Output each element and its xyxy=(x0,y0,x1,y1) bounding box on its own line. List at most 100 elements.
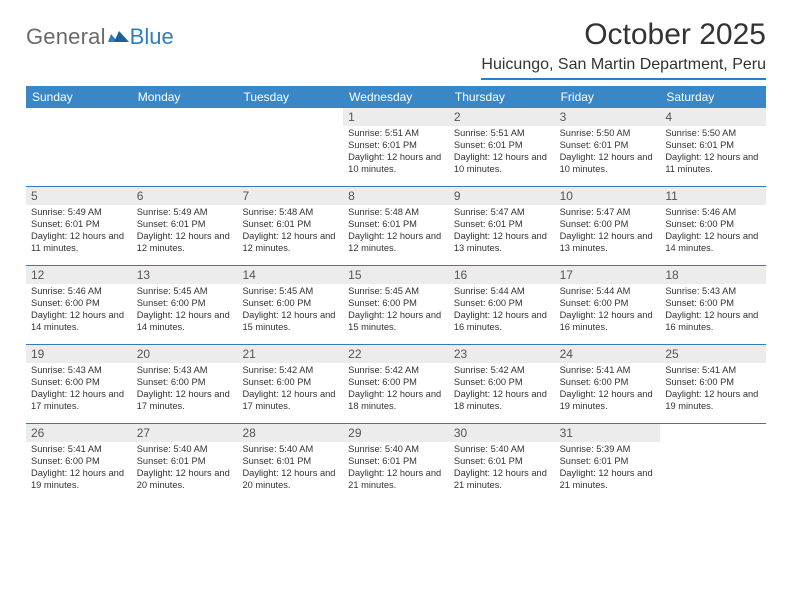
calendar-cell: 11Sunrise: 5:46 AMSunset: 6:00 PMDayligh… xyxy=(660,187,766,265)
calendar-cell: 17Sunrise: 5:44 AMSunset: 6:00 PMDayligh… xyxy=(555,266,661,344)
day-number: 31 xyxy=(555,424,661,442)
calendar-cell: 29Sunrise: 5:40 AMSunset: 6:01 PMDayligh… xyxy=(343,424,449,502)
day-number: 2 xyxy=(449,108,555,126)
calendar-cell: 10 Sunrise: 5:47 AMSunset: 6:00 PMDayligh… xyxy=(555,187,661,265)
sunset-line: Sunset: 6:00 PM xyxy=(454,298,550,310)
sunrise-line: Sunrise: 5:44 AM xyxy=(560,286,656,298)
day-number: 8 xyxy=(343,187,449,205)
day-details: Sunrise: 5:45 AMSunset: 6:00 PMDaylight:… xyxy=(237,286,343,334)
daylight-line: Daylight: 12 hours and 17 minutes. xyxy=(137,389,233,413)
location-text: Huicungo, San Martin Department, Peru xyxy=(481,56,766,80)
day-number: 28 xyxy=(237,424,343,442)
day-details: Sunrise: 5:47 AMSunset: 6:00 PMDaylight:… xyxy=(555,207,661,255)
sunset-line: Sunset: 6:00 PM xyxy=(454,377,550,389)
calendar-cell: 20 Sunrise: 5:43 AMSunset: 6:00 PMDayligh… xyxy=(132,345,238,423)
day-number: 9 xyxy=(449,187,555,205)
day-number: 27 xyxy=(132,424,238,442)
weekday-header-cell: Tuesday xyxy=(237,86,343,108)
sunrise-line: Sunrise: 5:46 AM xyxy=(665,207,761,219)
sunset-line: Sunset: 6:00 PM xyxy=(137,298,233,310)
day-number: 14 xyxy=(237,266,343,284)
sunset-line: Sunset: 6:00 PM xyxy=(665,298,761,310)
sunrise-line: Sunrise: 5:42 AM xyxy=(242,365,338,377)
calendar-cell-empty xyxy=(26,108,132,186)
calendar-cell: 13 Sunrise: 5:45 AMSunset: 6:00 PMDayligh… xyxy=(132,266,238,344)
daylight-line: Daylight: 12 hours and 18 minutes. xyxy=(348,389,444,413)
calendar-cell: 23Sunrise: 5:42 AMSunset: 6:00 PMDayligh… xyxy=(449,345,555,423)
day-details: Sunrise: 5:50 AMSunset: 6:01 PMDaylight:… xyxy=(660,128,766,176)
calendar-week-row: 26Sunrise: 5:41 AMSunset: 6:00 PMDayligh… xyxy=(26,424,766,502)
daylight-line: Daylight: 12 hours and 10 minutes. xyxy=(454,152,550,176)
day-details: Sunrise: 5:41 AMSunset: 6:00 PMDaylight:… xyxy=(555,365,661,413)
calendar-cell-empty xyxy=(660,424,766,502)
sunrise-line: Sunrise: 5:39 AM xyxy=(560,444,656,456)
daylight-line: Daylight: 12 hours and 21 minutes. xyxy=(454,468,550,492)
calendar-cell: 18Sunrise: 5:43 AMSunset: 6:00 PMDayligh… xyxy=(660,266,766,344)
sunrise-line: Sunrise: 5:49 AM xyxy=(137,207,233,219)
sunrise-line: Sunrise: 5:40 AM xyxy=(137,444,233,456)
day-details: Sunrise: 5:44 AMSunset: 6:00 PMDaylight:… xyxy=(555,286,661,334)
day-details: Sunrise: 5:43 AMSunset: 6:00 PMDaylight:… xyxy=(132,365,238,413)
sunset-line: Sunset: 6:00 PM xyxy=(665,377,761,389)
sunrise-line: Sunrise: 5:45 AM xyxy=(348,286,444,298)
day-number: 29 xyxy=(343,424,449,442)
sunset-line: Sunset: 6:01 PM xyxy=(242,456,338,468)
day-details: Sunrise: 5:42 AMSunset: 6:00 PMDaylight:… xyxy=(449,365,555,413)
sunset-line: Sunset: 6:01 PM xyxy=(454,456,550,468)
calendar-week-row: 19Sunrise: 5:43 AMSunset: 6:00 PMDayligh… xyxy=(26,345,766,424)
day-number: 20 xyxy=(132,345,238,363)
daylight-line: Daylight: 12 hours and 21 minutes. xyxy=(560,468,656,492)
sunset-line: Sunset: 6:00 PM xyxy=(137,377,233,389)
day-details: Sunrise: 5:47 AMSunset: 6:01 PMDaylight:… xyxy=(449,207,555,255)
sunset-line: Sunset: 6:01 PM xyxy=(137,456,233,468)
daylight-line: Daylight: 12 hours and 19 minutes. xyxy=(560,389,656,413)
day-details: Sunrise: 5:42 AMSunset: 6:00 PMDaylight:… xyxy=(237,365,343,413)
daylight-line: Daylight: 12 hours and 14 minutes. xyxy=(665,231,761,255)
sunset-line: Sunset: 6:00 PM xyxy=(31,456,127,468)
daylight-line: Daylight: 12 hours and 20 minutes. xyxy=(242,468,338,492)
day-number: 6 xyxy=(132,187,238,205)
sunset-line: Sunset: 6:00 PM xyxy=(31,377,127,389)
sunrise-line: Sunrise: 5:49 AM xyxy=(31,207,127,219)
calendar-cell: 30Sunrise: 5:40 AMSunset: 6:01 PMDayligh… xyxy=(449,424,555,502)
logo-text-general: General xyxy=(26,24,106,50)
day-details: Sunrise: 5:50 AMSunset: 6:01 PMDaylight:… xyxy=(555,128,661,176)
day-number: 13 xyxy=(132,266,238,284)
header: General Blue October 2025 Huicungo, San … xyxy=(26,18,766,80)
calendar-cell: 15Sunrise: 5:45 AMSunset: 6:00 PMDayligh… xyxy=(343,266,449,344)
weekday-header-cell: Monday xyxy=(132,86,238,108)
calendar-cell: 2Sunrise: 5:51 AMSunset: 6:01 PMDaylight… xyxy=(449,108,555,186)
day-number: 11 xyxy=(660,187,766,205)
day-details: Sunrise: 5:44 AMSunset: 6:00 PMDaylight:… xyxy=(449,286,555,334)
day-details: Sunrise: 5:43 AMSunset: 6:00 PMDaylight:… xyxy=(660,286,766,334)
daylight-line: Daylight: 12 hours and 13 minutes. xyxy=(454,231,550,255)
day-details: Sunrise: 5:48 AMSunset: 6:01 PMDaylight:… xyxy=(237,207,343,255)
sunset-line: Sunset: 6:01 PM xyxy=(454,219,550,231)
calendar-cell: 31Sunrise: 5:39 AMSunset: 6:01 PMDayligh… xyxy=(555,424,661,502)
day-number: 16 xyxy=(449,266,555,284)
daylight-line: Daylight: 12 hours and 21 minutes. xyxy=(348,468,444,492)
day-details: Sunrise: 5:45 AMSunset: 6:00 PMDaylight:… xyxy=(132,286,238,334)
daylight-line: Daylight: 12 hours and 15 minutes. xyxy=(348,310,444,334)
calendar-cell: 28Sunrise: 5:40 AMSunset: 6:01 PMDayligh… xyxy=(237,424,343,502)
daylight-line: Daylight: 12 hours and 20 minutes. xyxy=(137,468,233,492)
day-number: 10 xyxy=(555,187,661,205)
day-number: 7 xyxy=(237,187,343,205)
daylight-line: Daylight: 12 hours and 12 minutes. xyxy=(137,231,233,255)
sunrise-line: Sunrise: 5:48 AM xyxy=(348,207,444,219)
sunrise-line: Sunrise: 5:41 AM xyxy=(560,365,656,377)
calendar-cell: 25Sunrise: 5:41 AMSunset: 6:00 PMDayligh… xyxy=(660,345,766,423)
sunset-line: Sunset: 6:01 PM xyxy=(348,456,444,468)
daylight-line: Daylight: 12 hours and 15 minutes. xyxy=(242,310,338,334)
calendar-week-row: 12Sunrise: 5:46 AMSunset: 6:00 PMDayligh… xyxy=(26,266,766,345)
sunset-line: Sunset: 6:01 PM xyxy=(31,219,127,231)
weekday-header-cell: Saturday xyxy=(660,86,766,108)
weekday-header-cell: Sunday xyxy=(26,86,132,108)
sunset-line: Sunset: 6:01 PM xyxy=(137,219,233,231)
calendar-cell: 1Sunrise: 5:51 AMSunset: 6:01 PMDaylight… xyxy=(343,108,449,186)
sunrise-line: Sunrise: 5:47 AM xyxy=(560,207,656,219)
day-details: Sunrise: 5:40 AMSunset: 6:01 PMDaylight:… xyxy=(132,444,238,492)
day-details: Sunrise: 5:41 AMSunset: 6:00 PMDaylight:… xyxy=(660,365,766,413)
sunrise-line: Sunrise: 5:46 AM xyxy=(31,286,127,298)
calendar-grid: SundayMondayTuesdayWednesdayThursdayFrid… xyxy=(26,86,766,502)
